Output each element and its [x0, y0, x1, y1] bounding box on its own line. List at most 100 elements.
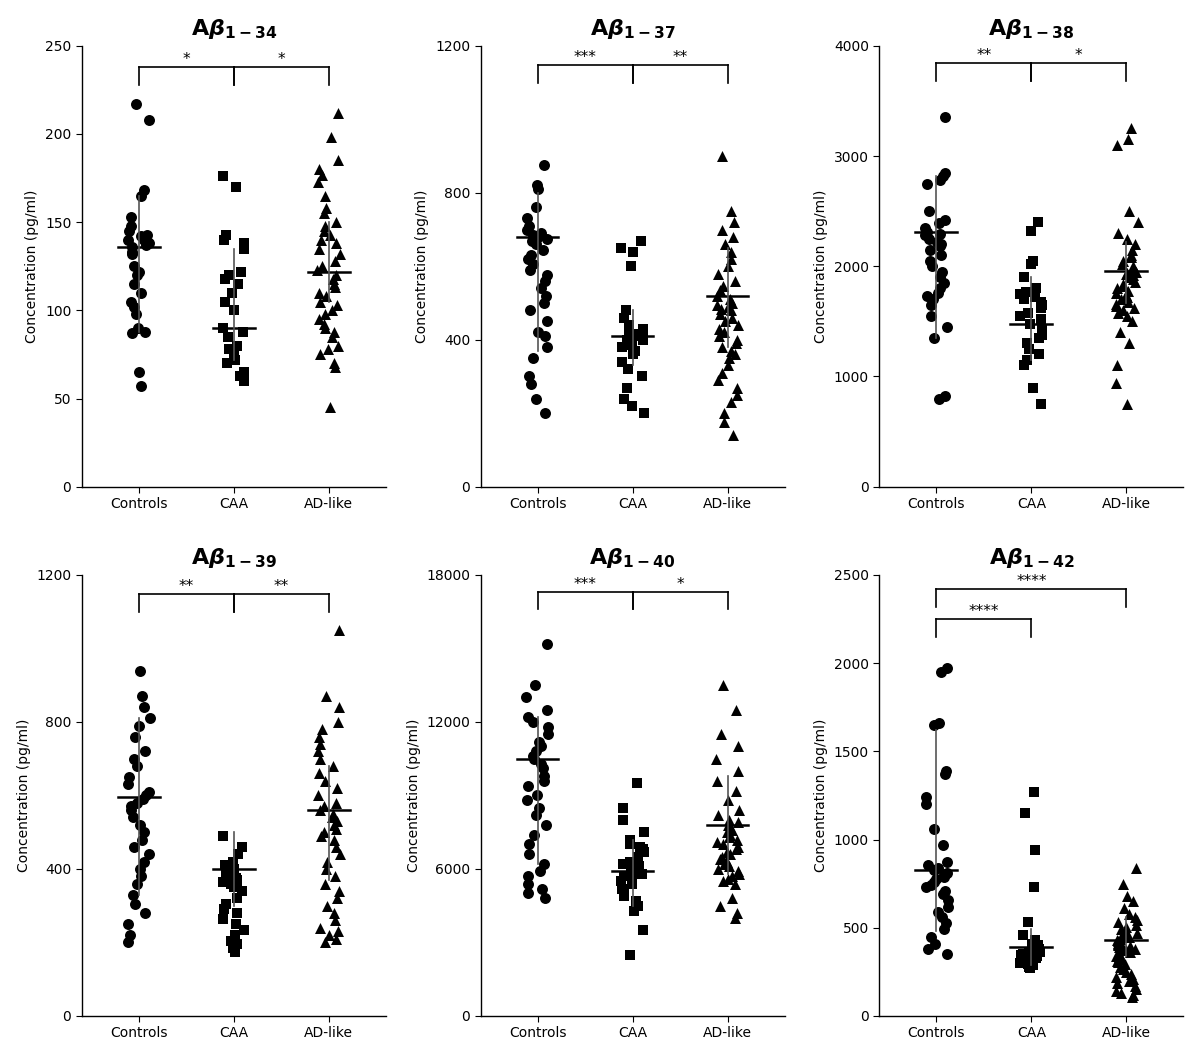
Point [929, 284, 948, 301]
Point [1022, 942, 1042, 959]
Point [935, 867, 954, 884]
Point [126, 305, 145, 322]
Point [308, 173, 328, 190]
Point [314, 223, 334, 240]
Point [119, 776, 138, 793]
Point [928, 904, 947, 921]
Y-axis label: Concentration (pg/ml): Concentration (pg/ml) [815, 189, 828, 342]
Point [228, 890, 247, 907]
Point [1120, 203, 1139, 220]
Point [528, 228, 547, 245]
Point [1110, 939, 1129, 956]
Point [930, 172, 949, 189]
Point [535, 295, 554, 312]
Point [712, 148, 731, 165]
Point [131, 816, 150, 833]
Point [1112, 256, 1132, 273]
Point [221, 875, 240, 892]
Title: $\mathbf{A}$$\boldsymbol{\beta}$$_{\mathbf{1-39}}$: $\mathbf{A}$$\boldsymbol{\beta}$$_{\math… [191, 545, 277, 570]
Point [223, 853, 242, 870]
Point [718, 853, 737, 870]
Point [618, 337, 637, 354]
Point [1022, 939, 1042, 956]
Point [330, 699, 349, 716]
Point [1114, 302, 1133, 319]
Point [725, 909, 744, 926]
Point [613, 353, 632, 370]
Point [710, 897, 730, 914]
Point [534, 241, 553, 258]
Point [223, 940, 242, 957]
Point [634, 843, 653, 860]
Point [720, 829, 739, 846]
Point [1117, 264, 1136, 281]
Point [538, 267, 557, 284]
Point [1127, 911, 1146, 928]
Point [1114, 278, 1133, 295]
Point [214, 319, 233, 336]
Point [314, 316, 334, 333]
Point [137, 237, 156, 254]
Point [719, 792, 738, 809]
Point [721, 251, 740, 267]
Point [936, 388, 955, 405]
Point [721, 846, 740, 863]
Point [1010, 308, 1030, 324]
Point [326, 795, 346, 812]
Point [1116, 286, 1135, 303]
Point [714, 414, 733, 431]
Point [1120, 905, 1139, 922]
Point [707, 750, 726, 767]
Point [1014, 291, 1033, 308]
Point [1114, 253, 1133, 270]
Point [712, 365, 731, 382]
Point [522, 246, 541, 263]
Point [1126, 273, 1145, 290]
Point [132, 688, 151, 705]
Point [1120, 972, 1139, 989]
Point [126, 895, 145, 912]
Point [1027, 947, 1046, 964]
Point [308, 743, 328, 760]
Point [1015, 951, 1034, 968]
Point [938, 891, 958, 908]
Point [708, 773, 727, 790]
Point [934, 886, 953, 903]
Point [310, 765, 329, 782]
Point [518, 875, 538, 892]
Point [324, 323, 343, 340]
Point [517, 221, 536, 238]
Point [318, 897, 337, 914]
Point [121, 293, 140, 310]
Point [326, 930, 346, 947]
Point [323, 758, 342, 775]
Point [1117, 289, 1136, 305]
Point [1114, 961, 1133, 978]
Point [1108, 953, 1127, 970]
Point [536, 313, 556, 330]
Point [324, 816, 343, 833]
Point [1014, 357, 1033, 374]
Point [518, 868, 538, 885]
Point [535, 273, 554, 290]
Point [125, 728, 144, 745]
Point [930, 226, 949, 243]
Point [226, 351, 245, 368]
Point [937, 762, 956, 779]
Point [719, 357, 738, 374]
Point [1019, 340, 1038, 357]
Point [228, 337, 247, 354]
Point [721, 827, 740, 843]
Point [518, 777, 538, 794]
Point [629, 848, 648, 865]
Point [319, 927, 338, 944]
Point [710, 281, 730, 298]
Point [524, 350, 544, 367]
Point [127, 795, 146, 812]
Point [917, 789, 936, 805]
Point [1030, 941, 1049, 958]
Point [1126, 941, 1145, 958]
Point [215, 857, 234, 874]
Point [1114, 875, 1133, 892]
Point [228, 935, 247, 952]
